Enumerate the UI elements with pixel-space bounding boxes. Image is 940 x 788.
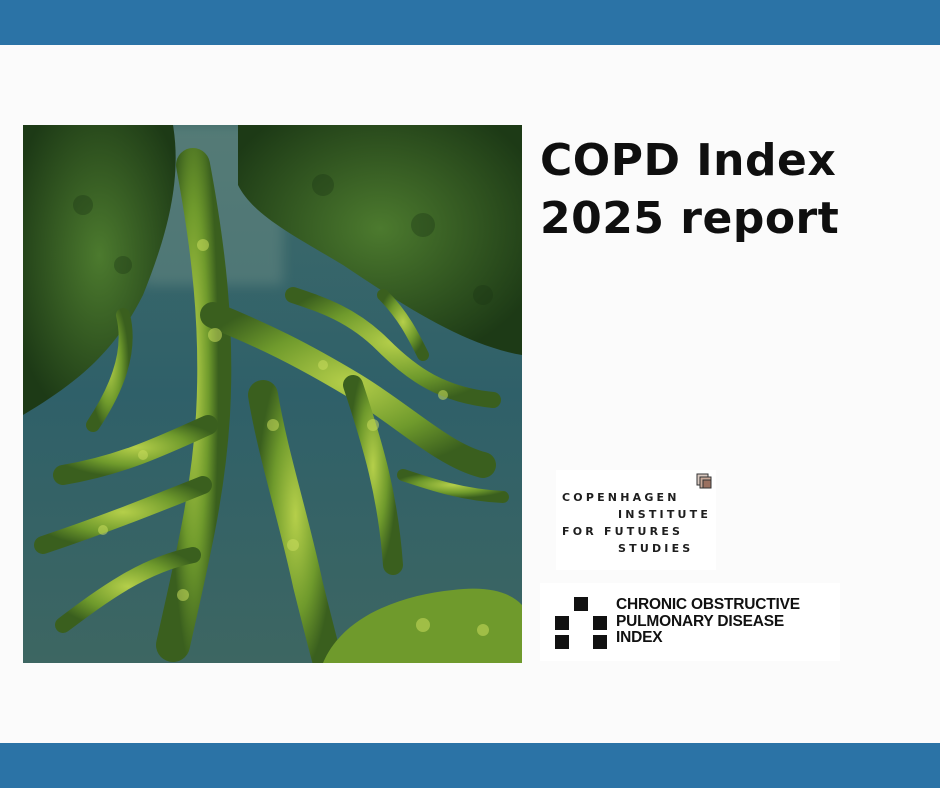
cifs-logo: COPENHAGEN INSTITUTE FOR FUTURES STUDIES bbox=[556, 470, 716, 570]
copd-index-logo: CHRONIC OBSTRUCTIVE PULMONARY DISEASE IN… bbox=[540, 583, 840, 661]
report-title: COPD Index 2025 report bbox=[540, 132, 920, 248]
cifs-line-4: STUDIES bbox=[618, 542, 694, 555]
copd-line-1: CHRONIC OBSTRUCTIVE bbox=[616, 596, 800, 613]
aerial-forest-river-image bbox=[23, 125, 522, 663]
top-color-band bbox=[0, 0, 940, 45]
title-line-2: 2025 report bbox=[540, 193, 840, 244]
copd-index-blocks-icon bbox=[555, 597, 607, 649]
cifs-logo-mark-icon bbox=[696, 473, 712, 489]
cifs-line-3: FOR FUTURES bbox=[562, 525, 684, 538]
bottom-color-band bbox=[0, 743, 940, 788]
title-line-1: COPD Index bbox=[540, 135, 837, 186]
cifs-line-1: COPENHAGEN bbox=[562, 491, 680, 504]
copd-line-3: INDEX bbox=[616, 629, 663, 646]
copd-line-2: PULMONARY DISEASE bbox=[616, 612, 784, 630]
cifs-line-2: INSTITUTE bbox=[618, 508, 712, 521]
